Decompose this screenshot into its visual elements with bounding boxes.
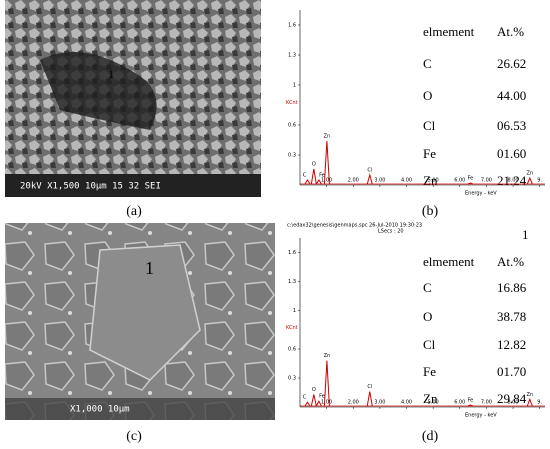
x-tick-label: 6.00 bbox=[454, 400, 465, 406]
caption: (a) bbox=[126, 204, 142, 219]
x-tick-label: 8.00 bbox=[507, 178, 518, 184]
peak bbox=[366, 391, 373, 407]
peak-label: Zn bbox=[527, 392, 534, 398]
y-tick-label: 1.3 bbox=[288, 53, 296, 59]
peak-label: O bbox=[312, 387, 316, 393]
table-cell: 29.84 bbox=[497, 391, 527, 406]
table-header: elmement bbox=[423, 24, 475, 39]
y-tick-label: 1 bbox=[293, 308, 296, 314]
y-tick-label: 1.6 bbox=[288, 250, 296, 256]
y-tick-label: 1.6 bbox=[288, 23, 296, 29]
caption: (c) bbox=[126, 429, 142, 444]
table-cell: Zn bbox=[423, 391, 438, 406]
peak-label: Zn bbox=[324, 134, 331, 140]
caption: (b) bbox=[422, 204, 439, 219]
table-cell: 01.60 bbox=[497, 146, 526, 161]
x-tick-label: 8.00 bbox=[507, 400, 518, 406]
table-cell: O bbox=[423, 309, 432, 324]
peak-label: Fe bbox=[468, 398, 474, 404]
x-tick-label: 6.00 bbox=[454, 178, 465, 184]
peak bbox=[310, 168, 317, 185]
y-axis-label: KCnt bbox=[286, 325, 298, 331]
peak-label: C bbox=[303, 395, 307, 401]
peak-label: Cl bbox=[367, 384, 372, 390]
y-tick-label: 1.3 bbox=[288, 279, 296, 285]
sem-crystal bbox=[89, 244, 201, 381]
peak bbox=[304, 179, 311, 185]
x-axis-label: Energy - keV bbox=[465, 413, 497, 419]
table-header: At.% bbox=[497, 24, 524, 39]
table-cell: Cl bbox=[423, 337, 436, 352]
peak-label: Fe bbox=[319, 394, 325, 400]
table-cell: C bbox=[423, 280, 432, 295]
table-header: elmement bbox=[423, 254, 475, 269]
table-cell: Fe bbox=[423, 146, 436, 161]
x-tick-label: 5.00 bbox=[428, 400, 439, 406]
file-header: LSecs : 20 bbox=[378, 229, 404, 235]
x-tick-label: 2.00 bbox=[348, 178, 359, 184]
x-tick-label: 1.00 bbox=[321, 178, 332, 184]
sem-shadow bbox=[40, 52, 157, 130]
y-tick-label: 0.3 bbox=[288, 153, 296, 159]
sem-info-bar bbox=[5, 398, 275, 420]
peak bbox=[310, 394, 317, 407]
peak bbox=[467, 404, 474, 407]
sem-info: X1,000 10μm bbox=[70, 405, 130, 415]
peak bbox=[467, 182, 474, 185]
peak bbox=[304, 401, 311, 407]
table-cell: C bbox=[423, 56, 432, 71]
peak-label: Zn bbox=[527, 171, 534, 177]
peak-label: Fe bbox=[468, 176, 474, 182]
x-tick-label: 3.00 bbox=[374, 400, 385, 406]
y-tick-label: 0.3 bbox=[288, 376, 296, 382]
table-cell: 38.78 bbox=[497, 309, 526, 324]
x-tick-label: 4.00 bbox=[401, 400, 412, 406]
peak bbox=[315, 179, 322, 185]
x-tick-label: 9. bbox=[537, 178, 542, 184]
y-tick-label: 0.6 bbox=[288, 347, 296, 353]
caption: (d) bbox=[422, 429, 439, 444]
x-tick-label: 9. bbox=[537, 400, 542, 406]
table-cell: Fe bbox=[423, 364, 436, 379]
table-cell: 16.86 bbox=[497, 280, 527, 295]
x-tick-label: 3.00 bbox=[374, 178, 385, 184]
peak bbox=[323, 140, 330, 185]
table-cell: Cl bbox=[423, 118, 436, 133]
peak bbox=[526, 397, 533, 407]
y-tick-label: 1 bbox=[293, 83, 296, 89]
sem-marker: 1 bbox=[145, 258, 154, 278]
file-header: c:\edax32\genesis\genmaps.spc 26-Jul-201… bbox=[287, 223, 422, 229]
x-tick-label: 4.00 bbox=[401, 178, 412, 184]
x-tick-label: 5.00 bbox=[428, 178, 439, 184]
peak bbox=[315, 400, 322, 407]
table-cell: 44.00 bbox=[497, 88, 526, 103]
sem-info: 20kV X1,500 10μm 15 32 SEI bbox=[20, 182, 161, 192]
peak bbox=[526, 176, 533, 185]
table-cell: 01.70 bbox=[497, 364, 526, 379]
x-tick-label: 2.00 bbox=[348, 400, 359, 406]
peak bbox=[366, 173, 373, 185]
x-tick-label: 1.00 bbox=[321, 400, 332, 406]
peak-label: Fe bbox=[319, 173, 325, 179]
x-axis-label: Energy - keV bbox=[465, 191, 497, 197]
peak bbox=[323, 360, 330, 407]
table-cell: 06.53 bbox=[497, 118, 526, 133]
table-cell: O bbox=[423, 88, 432, 103]
y-axis-label: KCnt bbox=[286, 100, 298, 106]
sem-marker: 1 bbox=[108, 67, 114, 81]
table-cell: 26.62 bbox=[497, 56, 526, 71]
peak-label: O bbox=[312, 162, 316, 168]
x-tick-label: 7.00 bbox=[481, 400, 492, 406]
sem-info-bar bbox=[5, 174, 261, 197]
x-tick-label: 7.00 bbox=[481, 178, 492, 184]
y-tick-label: 0.6 bbox=[288, 123, 296, 129]
table-cell: 12.82 bbox=[497, 337, 526, 352]
table-header: At.% bbox=[497, 254, 524, 269]
peak-label: Zn bbox=[324, 353, 331, 359]
point-marker: 1 bbox=[522, 227, 529, 242]
peak-label: Cl bbox=[367, 168, 372, 174]
peak-label: C bbox=[303, 173, 307, 179]
